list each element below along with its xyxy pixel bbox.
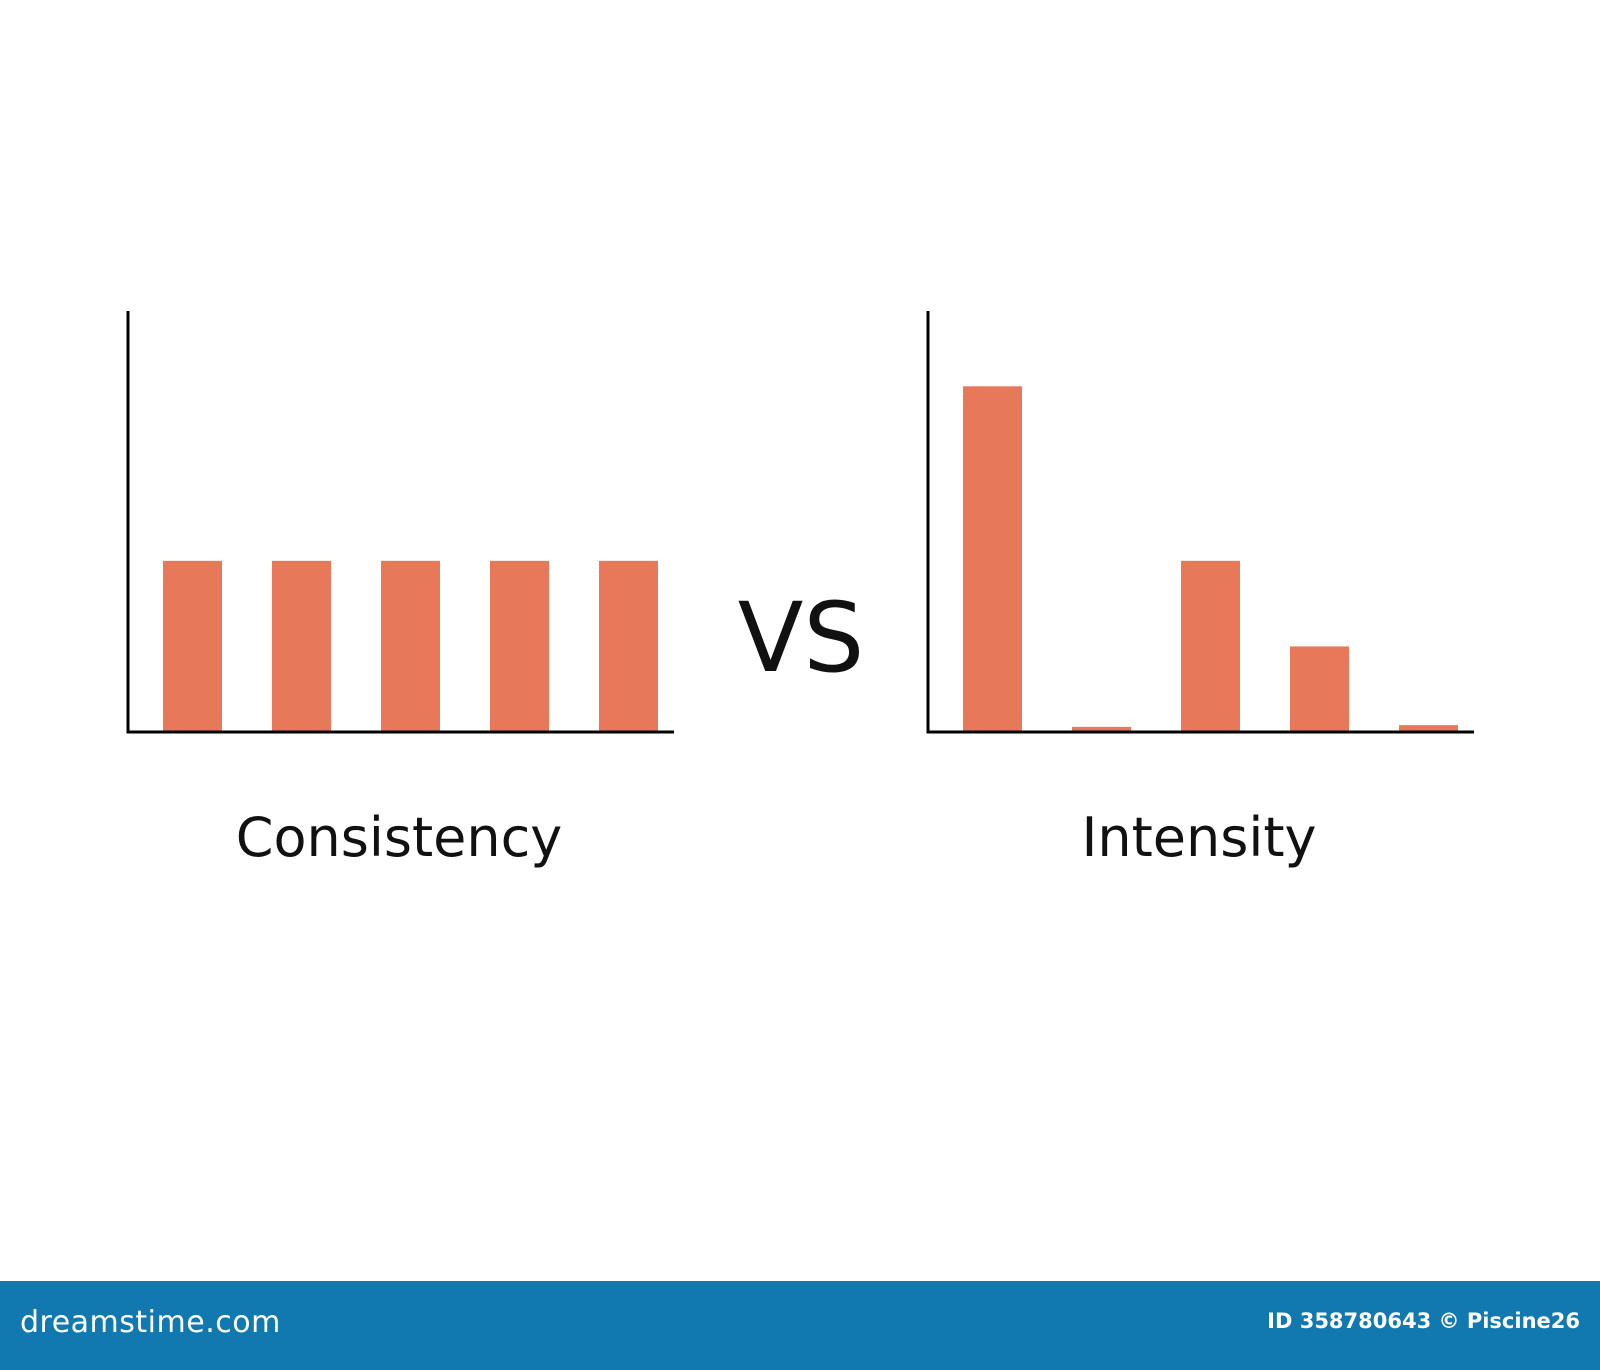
intensity-label: Intensity (1081, 806, 1317, 869)
footer-bar: dreamstime.com ID 358780643 © Piscine26 (0, 1281, 1600, 1370)
bar-consistency-3 (381, 560, 440, 732)
consistency-label: Consistency (235, 806, 563, 869)
image-credit: ID 358780643 © Piscine26 (1267, 1309, 1580, 1333)
vs-text: VS (737, 582, 865, 694)
charts-canvas (126, 311, 1474, 734)
dreamstime-logo[interactable]: dreamstime.com (20, 1305, 281, 1340)
bar-intensity-2 (1072, 726, 1131, 732)
bar-consistency-1 (163, 560, 222, 732)
bar-consistency-4 (490, 560, 549, 732)
bar-intensity-1 (963, 386, 1022, 732)
bar-consistency-5 (599, 560, 658, 732)
bar-intensity-3 (1181, 560, 1240, 732)
bar-intensity-5 (1399, 725, 1458, 732)
bar-consistency-2 (272, 560, 331, 732)
bar-intensity-4 (1290, 646, 1349, 732)
